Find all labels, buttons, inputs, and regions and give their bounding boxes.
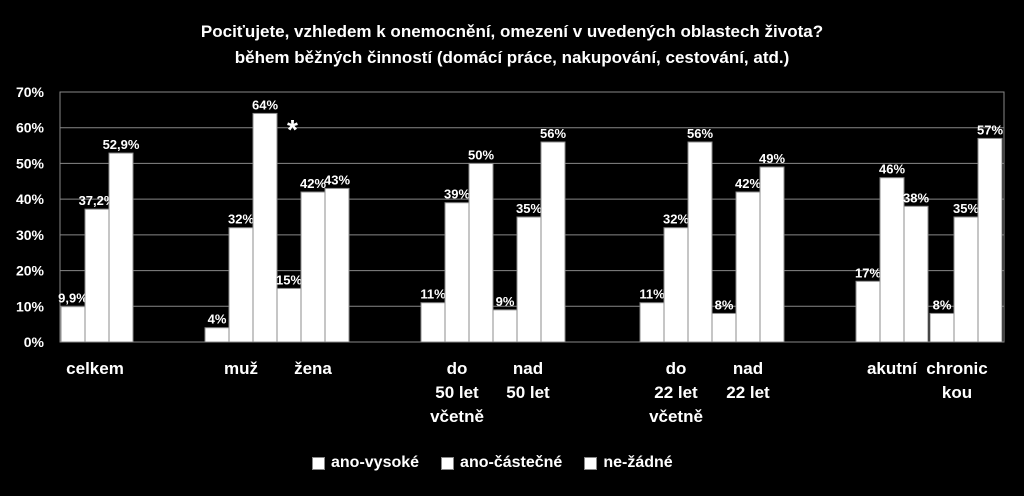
chart-subtitle: během běžných činností (domácí práce, na… <box>234 48 790 67</box>
legend-item: ano-částečné <box>441 454 562 472</box>
bar <box>300 191 326 343</box>
bar <box>735 191 761 343</box>
data-label: 52,9% <box>103 137 140 152</box>
legend-swatch <box>312 456 325 470</box>
x-category-label: včetně <box>430 407 484 426</box>
data-label: 32% <box>228 212 254 227</box>
y-tick-label: 60% <box>16 120 45 136</box>
legend-item: ne-žádné <box>584 454 673 472</box>
chart-title: Pociťujete, vzhledem k onemocnění, omeze… <box>200 22 824 41</box>
bar <box>687 141 713 343</box>
bar <box>953 216 979 343</box>
data-label: 4% <box>208 312 227 327</box>
bar <box>324 187 350 343</box>
y-tick-label: 0% <box>24 334 45 350</box>
data-label: 35% <box>953 201 979 216</box>
y-tick-label: 10% <box>16 298 45 314</box>
x-category-label: 50 let <box>506 383 550 402</box>
x-category-label: 22 let <box>726 383 770 402</box>
bar <box>204 327 230 343</box>
data-label: 11% <box>420 287 446 302</box>
data-label: 50% <box>468 147 494 162</box>
bar <box>903 205 929 343</box>
legend: ano-vysoké ano-částečné ne-žádné <box>312 454 673 472</box>
legend-item: ano-vysoké <box>312 454 419 472</box>
bar <box>759 166 785 343</box>
data-label: 35% <box>516 201 542 216</box>
x-category-label: nad <box>513 359 543 378</box>
y-tick-label: 40% <box>16 191 45 207</box>
bar <box>420 302 446 343</box>
x-category-label: 50 let <box>435 383 479 402</box>
bar <box>492 309 518 343</box>
data-label: 64% <box>252 97 278 112</box>
bar <box>855 280 881 343</box>
y-tick-label: 20% <box>16 263 45 279</box>
legend-swatch <box>584 456 598 470</box>
x-category-label: do <box>447 359 468 378</box>
data-label: 15% <box>276 272 302 287</box>
bar <box>60 306 86 343</box>
data-label: 17% <box>855 265 881 280</box>
bar <box>444 202 470 343</box>
data-label: 38% <box>903 190 929 205</box>
bar <box>228 227 254 343</box>
data-label: 56% <box>540 126 566 141</box>
data-label: 46% <box>879 162 905 177</box>
x-category-label: včetně <box>649 407 703 426</box>
data-label: 37,2% <box>79 193 116 208</box>
bar <box>977 137 1003 343</box>
bar <box>711 312 737 343</box>
bar <box>468 162 494 343</box>
data-label: 9% <box>496 294 515 309</box>
bar <box>516 216 542 343</box>
x-category-label: 22 let <box>654 383 698 402</box>
data-label: 39% <box>444 187 470 202</box>
data-label: 8% <box>715 297 734 312</box>
x-category-label: celkem <box>66 359 124 378</box>
data-label: 42% <box>300 176 326 191</box>
bar <box>929 312 955 343</box>
annotation-asterisk: * <box>287 114 298 145</box>
legend-label: ano-částečné <box>460 454 563 471</box>
legend-swatch <box>441 456 455 470</box>
bar <box>276 287 302 343</box>
y-tick-label: 70% <box>16 84 45 100</box>
data-label: 8% <box>933 297 952 312</box>
legend-label: ne-žádné <box>603 454 673 471</box>
y-tick-label: 30% <box>16 227 45 243</box>
bar <box>540 141 566 343</box>
x-category-label: žena <box>294 359 332 378</box>
bar <box>639 302 665 343</box>
bar <box>663 227 689 343</box>
x-category-label: chronic <box>926 359 987 378</box>
bar <box>84 208 110 343</box>
data-label: 57% <box>977 122 1003 137</box>
data-label: 9,9% <box>58 291 88 306</box>
x-category-label: muž <box>224 359 258 378</box>
legend-label: ano-vysoké <box>331 454 420 471</box>
x-category-label: akutní <box>867 359 918 378</box>
bar <box>108 152 134 343</box>
data-label: 43% <box>324 172 350 187</box>
y-tick-label: 50% <box>16 155 45 171</box>
x-category-label: do <box>666 359 687 378</box>
bar <box>879 177 905 343</box>
x-category-label: nad <box>733 359 763 378</box>
bar <box>252 112 278 343</box>
data-label: 32% <box>663 212 689 227</box>
data-label: 42% <box>735 176 761 191</box>
data-label: 49% <box>759 151 785 166</box>
x-category-label: kou <box>942 383 972 402</box>
data-label: 56% <box>687 126 713 141</box>
data-label: 11% <box>639 287 665 302</box>
